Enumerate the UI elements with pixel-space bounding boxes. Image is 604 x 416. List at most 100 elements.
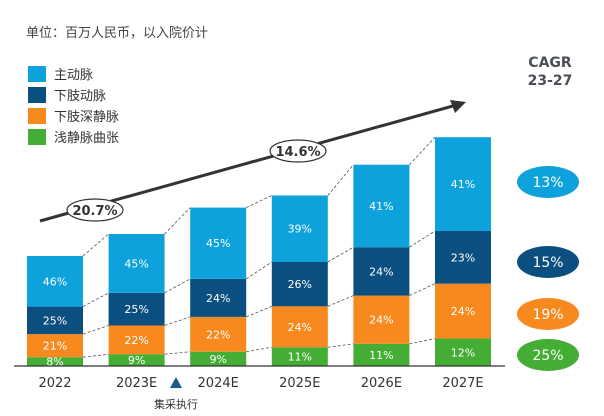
connector-line [82, 325, 109, 335]
data-label: 25% [43, 314, 67, 327]
bar-segment [108, 354, 165, 366]
bar-segment [271, 195, 328, 262]
connector-line [409, 283, 436, 296]
bar-segment [435, 338, 491, 366]
bar-segment [435, 231, 491, 284]
bar-segment [435, 283, 491, 339]
x-tick-label: 2025E [279, 376, 320, 391]
data-label: 41% [369, 200, 393, 213]
data-label: 26% [288, 278, 312, 291]
connector-line [409, 136, 436, 165]
bar-segment [190, 278, 247, 317]
connector-line [82, 292, 109, 307]
data-label: 45% [124, 257, 148, 270]
bar-segment [108, 292, 165, 326]
bar-segment [190, 351, 247, 366]
bar-segment [353, 164, 410, 248]
bar-segment [27, 306, 83, 335]
legend-swatch [28, 65, 46, 82]
bar-segment [271, 347, 328, 366]
x-tick-label: 2027E [442, 376, 483, 391]
data-label: 41% [451, 178, 475, 191]
bar-segment [353, 247, 410, 296]
legend-item-lower-artery: 下肢动脉 [28, 84, 119, 105]
x-tick-label: 2022 [38, 376, 71, 391]
data-label: 25% [124, 303, 148, 316]
legend-item-varicose: 浅静脉曲张 [28, 126, 119, 147]
connector-line [164, 207, 191, 235]
arrow-head-icon [450, 100, 466, 113]
cagr-value: 15% [532, 255, 563, 271]
data-label: 39% [288, 223, 312, 236]
data-label: 46% [43, 275, 67, 288]
legend-label: 下肢深静脉 [54, 110, 120, 125]
legend-swatch [28, 86, 46, 103]
x-tick-label: 2024E [198, 376, 239, 391]
cagr-header: CAGR 23-27 [520, 54, 580, 90]
connector-line [409, 338, 436, 345]
data-label: 22% [124, 334, 148, 347]
bar-segment [190, 316, 247, 352]
connector-line [327, 295, 354, 307]
data-label: 22% [206, 328, 230, 341]
cagr-period: 23-27 [527, 73, 573, 89]
legend-swatch [28, 107, 46, 124]
cagr-bubble [517, 339, 579, 371]
growth-rate-label: 20.7% [72, 204, 117, 219]
connector-line [164, 351, 191, 355]
data-label: 11% [369, 349, 393, 362]
triangle-marker-icon [170, 377, 182, 388]
legend-label: 主动脉 [54, 68, 94, 83]
legend-item-deep-vein: 下肢深静脉 [28, 105, 119, 126]
connector-line [82, 233, 109, 257]
bar-segment [353, 343, 410, 366]
bar-segment [27, 256, 83, 307]
data-label: 8% [46, 356, 63, 369]
cagr-bubble [517, 298, 579, 330]
connector-line [246, 305, 272, 318]
bar-segment [108, 325, 165, 355]
bar-segment [271, 261, 328, 307]
connector-line [409, 230, 436, 248]
growth-rate-bubble [269, 139, 327, 163]
data-label: 45% [206, 237, 230, 250]
cagr-bubble [517, 246, 579, 278]
x-tick-label: 2026E [361, 376, 402, 391]
connector-line [246, 195, 272, 208]
unit-note: 单位：百万人民币，以入院价计 [26, 26, 209, 41]
cagr-value: 19% [532, 307, 563, 323]
data-label: 24% [451, 305, 475, 318]
connector-line [82, 353, 109, 358]
x-tick-label: 2023E [116, 376, 157, 391]
bar-segment [353, 295, 410, 344]
cagr-value: 25% [532, 348, 563, 364]
legend-item-aorta: 主动脉 [28, 63, 119, 84]
connector-line [327, 343, 354, 348]
annotation-label: 集采执行 [154, 398, 198, 411]
bar-segment [271, 306, 328, 348]
bar-segment [27, 334, 83, 358]
bar-segment [108, 234, 165, 293]
connector-line [327, 246, 354, 263]
connector-line [164, 278, 191, 294]
legend-swatch [28, 128, 46, 145]
legend-label: 浅静脉曲张 [54, 131, 120, 146]
connector-line [164, 316, 191, 326]
data-label: 12% [451, 346, 475, 359]
data-label: 24% [369, 265, 393, 278]
data-label: 24% [369, 314, 393, 327]
data-label: 9% [209, 353, 226, 366]
bar-segment [435, 137, 491, 232]
cagr-bubble [517, 166, 579, 198]
data-label: 24% [206, 292, 230, 305]
data-label: 9% [128, 354, 145, 367]
growth-rate-bubble [66, 198, 124, 222]
data-label: 24% [288, 321, 312, 334]
connector-line [245, 261, 273, 280]
bar-segment [27, 357, 83, 366]
data-label: 23% [451, 251, 475, 264]
legend-label: 下肢动脉 [54, 89, 107, 104]
cagr-value: 13% [532, 175, 563, 191]
data-label: 21% [43, 340, 67, 353]
